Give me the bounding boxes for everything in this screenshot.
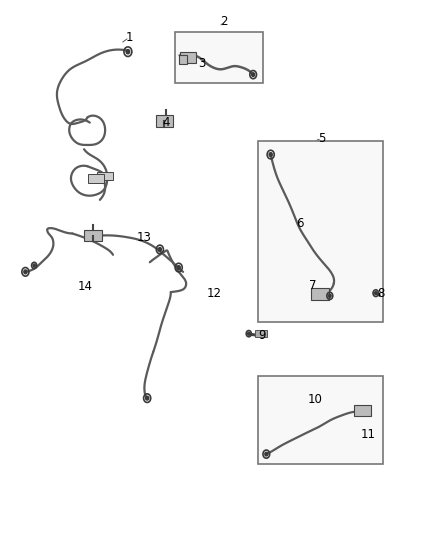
Text: 11: 11: [360, 428, 375, 441]
Circle shape: [177, 265, 180, 270]
Bar: [84, 230, 102, 241]
Text: 2: 2: [219, 15, 227, 28]
Circle shape: [33, 264, 35, 267]
Text: 12: 12: [207, 287, 222, 300]
Bar: [180, 52, 196, 63]
Bar: [258, 141, 383, 322]
Text: 3: 3: [198, 58, 205, 70]
Circle shape: [145, 396, 149, 400]
Bar: [258, 376, 383, 464]
Bar: [311, 288, 328, 300]
Text: 10: 10: [308, 393, 323, 406]
Text: 4: 4: [162, 116, 170, 129]
Text: 6: 6: [296, 217, 304, 230]
Bar: [156, 115, 173, 127]
Circle shape: [265, 453, 268, 456]
Bar: [354, 405, 371, 416]
Circle shape: [328, 294, 331, 297]
Text: 8: 8: [378, 287, 385, 300]
Text: 7: 7: [309, 279, 317, 292]
Text: 9: 9: [258, 329, 266, 342]
Bar: [88, 174, 104, 183]
Circle shape: [252, 73, 254, 76]
Bar: [179, 55, 187, 64]
Text: 1: 1: [125, 31, 133, 44]
Circle shape: [247, 332, 250, 335]
Circle shape: [158, 247, 162, 252]
Bar: [255, 330, 267, 337]
Text: 5: 5: [318, 132, 325, 145]
Circle shape: [269, 152, 272, 157]
Circle shape: [126, 50, 130, 54]
Circle shape: [374, 292, 377, 295]
Circle shape: [24, 270, 27, 274]
Bar: [175, 32, 263, 83]
Bar: [97, 172, 113, 180]
Text: 13: 13: [137, 231, 152, 244]
Text: 14: 14: [78, 280, 93, 293]
